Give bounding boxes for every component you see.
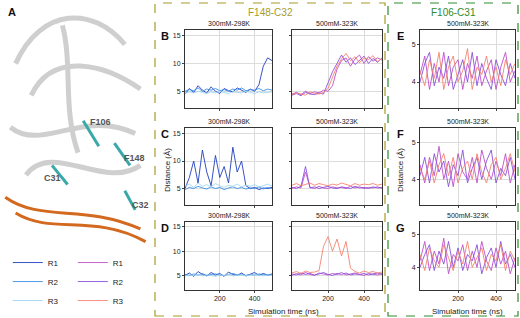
svg-text:R3: R3 <box>48 297 59 306</box>
svg-text:200: 200 <box>452 295 464 302</box>
svg-text:5: 5 <box>177 88 181 95</box>
svg-text:5: 5 <box>177 272 181 279</box>
svg-text:R1: R1 <box>48 259 59 268</box>
svg-text:R2: R2 <box>113 278 124 287</box>
svg-text:C: C <box>161 128 169 140</box>
svg-text:R2: R2 <box>48 278 59 287</box>
svg-text:R1: R1 <box>113 259 124 268</box>
svg-text:D: D <box>161 222 169 234</box>
svg-text:B: B <box>161 30 169 42</box>
svg-text:200: 200 <box>214 295 226 302</box>
svg-text:4: 4 <box>412 176 416 183</box>
svg-text:10: 10 <box>173 248 181 255</box>
svg-text:400: 400 <box>249 295 261 302</box>
svg-text:F106: F106 <box>90 117 111 127</box>
svg-text:500mM-323K: 500mM-323K <box>447 212 489 219</box>
svg-text:Simulation time (ns): Simulation time (ns) <box>248 307 319 316</box>
svg-text:Distance (Å): Distance (Å) <box>396 148 405 192</box>
svg-text:500mM-323K: 500mM-323K <box>447 118 489 125</box>
svg-text:A: A <box>8 6 16 18</box>
svg-text:300mM-298K: 300mM-298K <box>208 20 250 27</box>
svg-text:F148-C32: F148-C32 <box>248 7 293 18</box>
svg-text:500mM-323K: 500mM-323K <box>316 118 358 125</box>
svg-text:4: 4 <box>412 78 416 85</box>
svg-text:5: 5 <box>412 41 416 48</box>
svg-text:C32: C32 <box>132 200 149 210</box>
svg-text:E: E <box>397 30 404 42</box>
svg-text:4: 4 <box>412 264 416 271</box>
svg-text:10: 10 <box>173 157 181 164</box>
svg-text:400: 400 <box>490 295 502 302</box>
svg-text:Simulation time (ns): Simulation time (ns) <box>432 307 503 316</box>
svg-text:500mM-323K: 500mM-323K <box>316 20 358 27</box>
svg-text:15: 15 <box>173 32 181 39</box>
svg-text:Distance (Å): Distance (Å) <box>163 148 172 192</box>
svg-text:C31: C31 <box>44 173 61 183</box>
svg-text:F148: F148 <box>124 153 145 163</box>
svg-text:10: 10 <box>173 60 181 67</box>
svg-text:15: 15 <box>173 223 181 230</box>
svg-text:200: 200 <box>322 295 334 302</box>
svg-text:R3: R3 <box>113 297 124 306</box>
svg-text:5: 5 <box>412 139 416 146</box>
svg-text:F106-C31: F106-C31 <box>431 7 476 18</box>
svg-text:5: 5 <box>177 185 181 192</box>
svg-text:300mM-298K: 300mM-298K <box>208 212 250 219</box>
svg-text:15: 15 <box>173 130 181 137</box>
svg-text:F: F <box>397 128 404 140</box>
svg-text:400: 400 <box>358 295 370 302</box>
svg-text:500mM-323K: 500mM-323K <box>447 20 489 27</box>
svg-text:300mM-298K: 300mM-298K <box>208 118 250 125</box>
svg-text:5: 5 <box>412 231 416 238</box>
svg-text:G: G <box>396 222 405 234</box>
svg-text:500mM-323K: 500mM-323K <box>316 212 358 219</box>
